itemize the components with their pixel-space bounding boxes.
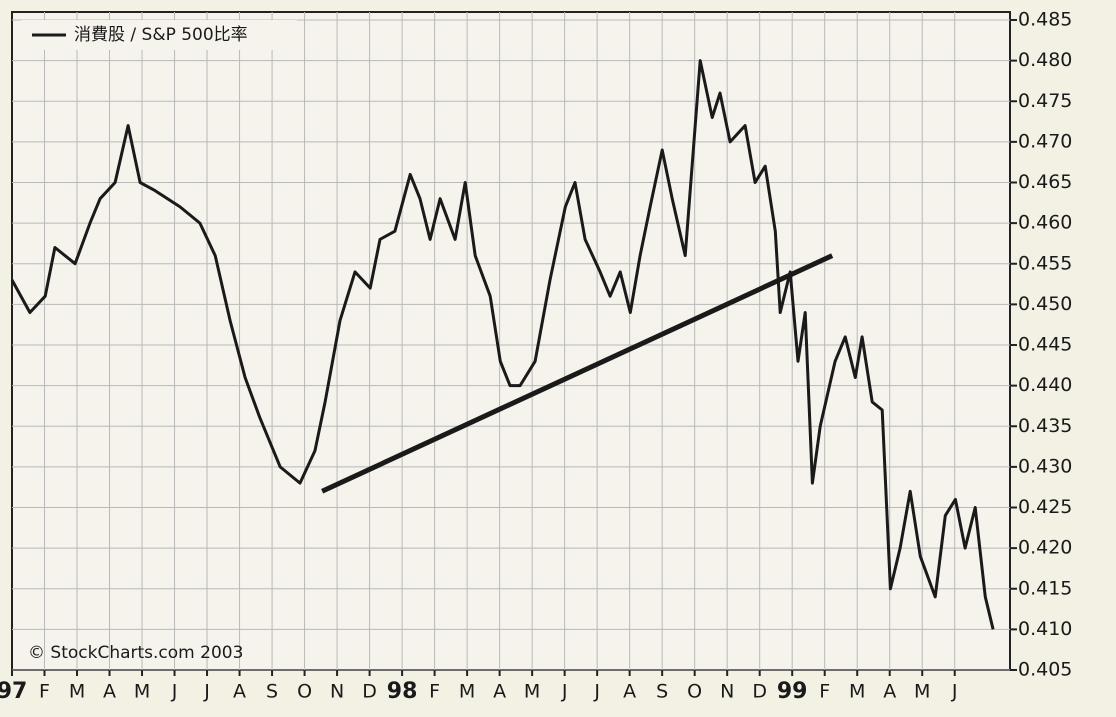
- x-tick-label: F: [429, 681, 440, 703]
- y-tick-label: 0.465: [1018, 171, 1072, 193]
- y-tick-label: 0.480: [1018, 49, 1072, 71]
- y-tick-label: 0.420: [1018, 537, 1072, 559]
- y-tick-label: 0.475: [1018, 90, 1072, 112]
- x-tick-label: M: [914, 681, 930, 703]
- x-tick-label: 99: [777, 679, 808, 704]
- y-tick-label: 0.425: [1018, 496, 1072, 518]
- y-tick-label: 0.485: [1018, 9, 1072, 31]
- y-tick-label: 0.405: [1018, 659, 1072, 681]
- y-tick-label: 0.445: [1018, 334, 1072, 356]
- grid: [12, 12, 1010, 671]
- x-tick-label: 98: [387, 679, 418, 704]
- x-tick-label: J: [593, 681, 600, 703]
- x-tick-label: J: [171, 681, 178, 703]
- x-tick-label: O: [297, 681, 312, 703]
- y-tick-label: 0.460: [1018, 212, 1072, 234]
- x-tick-label: F: [39, 681, 50, 703]
- x-tick-label: N: [330, 681, 344, 703]
- x-tick-label: A: [103, 681, 116, 703]
- y-tick-label: 0.440: [1018, 374, 1072, 396]
- trendline: [321, 253, 834, 494]
- y-tick-label: 0.450: [1018, 293, 1072, 315]
- x-tick-label: A: [233, 681, 246, 703]
- legend-box: [22, 20, 297, 50]
- annotation: © StockCharts.com 2003: [28, 643, 243, 663]
- x-tick-label: J: [203, 681, 210, 703]
- x-tick-label: S: [656, 681, 668, 703]
- x-tick-label: J: [951, 681, 958, 703]
- x-tick-label: A: [883, 681, 896, 703]
- y-tick-label: 0.410: [1018, 618, 1072, 640]
- legend-label: 消費股 / S&P 500比率: [74, 25, 248, 45]
- x-tick-label: M: [849, 681, 865, 703]
- x-tick-label: A: [623, 681, 636, 703]
- x-tick-label: J: [561, 681, 568, 703]
- x-tick-label: F: [819, 681, 830, 703]
- y-tick-label: 0.455: [1018, 252, 1072, 274]
- x-tick-label: M: [134, 681, 150, 703]
- x-tick-label: D: [752, 681, 767, 703]
- x-tick-label: D: [362, 681, 377, 703]
- x-tick-label: 97: [0, 679, 27, 704]
- series-line: [10, 59, 995, 630]
- y-tick-label: 0.470: [1018, 130, 1072, 152]
- x-tick-label: O: [687, 681, 702, 703]
- y-tick-label: 0.430: [1018, 455, 1072, 477]
- y-tick-label: 0.415: [1018, 577, 1072, 599]
- x-tick-label: M: [459, 681, 475, 703]
- x-tick-label: A: [493, 681, 506, 703]
- x-tick-label: S: [266, 681, 278, 703]
- x-tick-label: M: [524, 681, 540, 703]
- x-tick-label: N: [720, 681, 734, 703]
- x-tick-label: M: [69, 681, 85, 703]
- y-tick-label: 0.435: [1018, 415, 1072, 437]
